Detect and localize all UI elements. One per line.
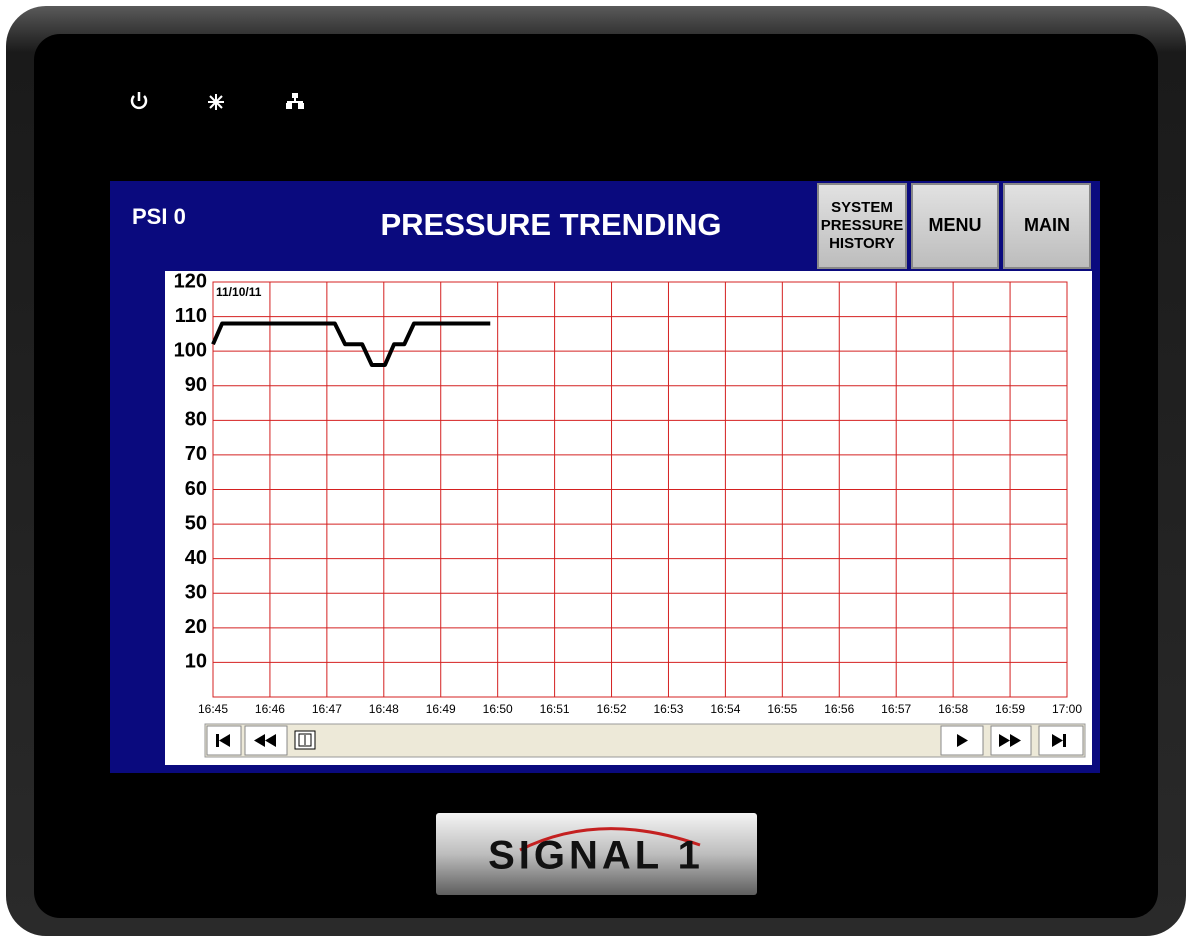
x-tick-label: 16:58	[938, 702, 968, 716]
activity-icon	[208, 94, 224, 110]
y-tick-label: 50	[185, 512, 207, 534]
x-tick-label: 17:00	[1052, 702, 1082, 716]
y-tick-label: 80	[185, 409, 207, 431]
y-tick-label: 20	[185, 616, 207, 638]
date-annotation: 11/10/11	[216, 285, 262, 299]
y-tick-label: 40	[185, 547, 207, 569]
button-label: PRESSURE	[821, 217, 904, 234]
x-tick-label: 16:50	[483, 702, 513, 716]
y-tick-label: 30	[185, 582, 207, 604]
x-tick-label: 16:46	[255, 702, 285, 716]
x-tick-label: 16:51	[540, 702, 570, 716]
y-tick-label: 10	[185, 651, 207, 673]
nav-first[interactable]	[207, 726, 241, 755]
y-tick-label: 100	[174, 339, 207, 361]
x-tick-label: 16:48	[369, 702, 399, 716]
y-tick-label: 110	[175, 305, 207, 327]
x-tick-label: 16:55	[767, 702, 797, 716]
x-tick-label: 16:57	[881, 702, 911, 716]
y-tick-label: 120	[174, 270, 207, 292]
x-tick-label: 16:53	[653, 702, 683, 716]
nav-bar	[205, 724, 1085, 757]
x-tick-label: 16:45	[198, 702, 228, 716]
x-tick-label: 16:52	[597, 702, 627, 716]
nav-forward[interactable]	[991, 726, 1031, 755]
scroll-thumb[interactable]	[295, 731, 315, 749]
button-label: HISTORY	[829, 235, 895, 252]
nav-last[interactable]	[1039, 726, 1083, 755]
button-label: MENU	[929, 215, 982, 235]
screen-title: PRESSURE TRENDING	[380, 207, 721, 242]
nav-play[interactable]	[941, 726, 983, 755]
x-tick-label: 16:49	[426, 702, 456, 716]
x-tick-label: 16:54	[710, 702, 740, 716]
button-label: SYSTEM	[831, 199, 893, 216]
nav-rewind[interactable]	[245, 726, 287, 755]
header-button[interactable]: MENU	[912, 184, 998, 268]
x-tick-label: 16:59	[995, 702, 1025, 716]
y-tick-label: 70	[185, 443, 207, 465]
logo-text: SIGNAL 1	[488, 834, 704, 878]
header-button[interactable]: MAIN	[1004, 184, 1090, 268]
hmi-panel: PSI 0 PRESSURE TRENDING SYSTEMPRESSUREHI…	[0, 0, 1192, 941]
x-tick-label: 16:47	[312, 702, 342, 716]
x-tick-label: 16:56	[824, 702, 854, 716]
button-label: MAIN	[1024, 215, 1070, 235]
psi-readout: PSI 0	[132, 204, 186, 229]
y-tick-label: 60	[185, 478, 207, 500]
y-tick-label: 90	[185, 374, 207, 396]
